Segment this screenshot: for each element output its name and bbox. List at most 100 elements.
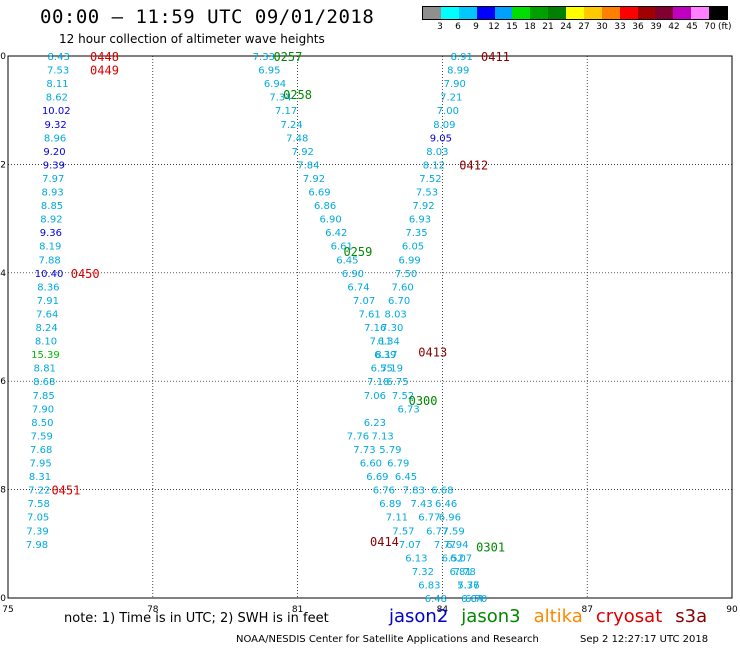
swh-value: 7.07 [399, 540, 421, 551]
swh-value: 6.73 [397, 404, 419, 415]
swh-value: 8.92 [40, 215, 62, 226]
footer-note: note: 1) Time is in UTC; 2) SWH is in fe… [64, 611, 329, 626]
swh-value: 7.19 [381, 364, 403, 375]
swh-value: 7.77 [434, 540, 456, 551]
swh-value: 6.77 [426, 526, 448, 537]
scale-swatch [583, 7, 602, 19]
swh-value: 7.58 [28, 499, 50, 510]
swh-value: 7.06 [364, 391, 386, 402]
scale-swatch [494, 7, 513, 19]
scale-swatch [476, 7, 495, 19]
lon-tick-label: 78 [147, 605, 159, 615]
swh-value: 7.53 [47, 66, 69, 77]
scale-tick-label: 6 [455, 22, 461, 32]
lat-tick-label: 22 [0, 160, 6, 170]
swh-value: 8.10 [35, 337, 57, 348]
scale-swatch [548, 7, 566, 19]
pass-number-label: 0448 [90, 50, 119, 64]
swh-value: 7.59 [442, 526, 464, 537]
lat-tick-label: 24 [0, 269, 6, 279]
swh-value: 6.39 [374, 350, 396, 361]
swh-value: 6.83 [418, 580, 440, 591]
scale-swatch [637, 7, 656, 19]
lat-tick-label: 28 [0, 486, 6, 496]
lat-tick-label: 20 [0, 52, 6, 62]
swh-value: 8.03 [426, 147, 448, 158]
swh-value: 9.39 [43, 160, 65, 171]
swh-value: 7.24 [281, 120, 303, 131]
swh-value: 7.97 [42, 174, 64, 185]
swh-value: 7.39 [26, 526, 48, 537]
swh-value: 5.76 [457, 580, 479, 591]
swh-value: 6.61 [331, 242, 353, 253]
swh-value: 6.76 [373, 486, 395, 497]
scale-tick-label: 70 [704, 22, 716, 32]
swh-value: 8.62 [46, 93, 68, 104]
scale-tick-label: 21 [542, 22, 554, 32]
scale-tick-label: 27 [578, 22, 590, 32]
footer-credit: NOAA/NESDIS Center for Satellite Applica… [236, 634, 539, 645]
scale-tick-label: 36 [632, 22, 644, 32]
swh-value: 7.32 [412, 567, 434, 578]
swh-value: 8.19 [39, 242, 61, 253]
swh-value: 7.78 [454, 567, 476, 578]
swh-value: 6.46 [435, 499, 457, 510]
scale-swatch [512, 7, 531, 19]
swh-value: 7.98 [26, 540, 48, 551]
swh-value: 7.21 [440, 93, 462, 104]
swh-value: 8.24 [35, 323, 57, 334]
swh-value: 8.12 [423, 160, 445, 171]
swh-value: 8.68 [33, 377, 55, 388]
pass-number-label: 0413 [418, 345, 447, 359]
swh-value: 8.96 [44, 133, 66, 144]
swh-value: 6.95 [258, 66, 280, 77]
swh-value: 7.60 [391, 282, 413, 293]
swh-value: 6.86 [314, 201, 336, 212]
lon-tick-label: 84 [437, 605, 449, 615]
scale-tick-label: 12 [488, 22, 500, 32]
scale-swatch [458, 7, 477, 19]
swh-value: 6.79 [387, 459, 409, 470]
pass-number-label: 0412 [459, 158, 488, 172]
swh-value: 6.70 [388, 296, 410, 307]
legend-jason2: jason2 [389, 606, 449, 627]
swh-value: 8.31 [29, 472, 51, 483]
swh-value: 8.50 [31, 418, 53, 429]
swh-value: 6.93 [409, 215, 431, 226]
swh-value: 7.35 [405, 228, 427, 239]
swh-value: 6.96 [439, 513, 461, 524]
scale-unit-label: (ft) [718, 22, 732, 32]
scale-swatch [566, 7, 584, 19]
swh-value: 6.55 [371, 364, 393, 375]
swh-value: 7.00 [437, 106, 459, 117]
legend-altika: altika [533, 606, 583, 627]
swh-value: 7.68 [30, 445, 52, 456]
swh-value: 6.77 [418, 513, 440, 524]
swh-value: 6.81 [449, 567, 471, 578]
scale-tick-label: 3 [437, 22, 443, 32]
swh-value: 8.85 [41, 201, 63, 212]
scale-swatch [655, 7, 674, 19]
satellite-legend: jason2 jason3 altika cryosat s3a [389, 606, 720, 627]
scale-tick-label: 30 [596, 22, 608, 32]
swh-value: 7.50 [395, 269, 417, 280]
swh-value: 7.88 [38, 255, 60, 266]
pass-number-label: 0258 [283, 88, 312, 102]
scale-tick-label: 9 [473, 22, 479, 32]
scale-tick-label: 33 [614, 22, 626, 32]
swh-value: 7.92 [292, 147, 314, 158]
scale-tick-label: 18 [524, 22, 536, 32]
swh-value: 6.89 [379, 499, 401, 510]
swh-value: 7.30 [381, 323, 403, 334]
swh-value: 8.93 [42, 188, 64, 199]
pass-number-label: 0449 [90, 64, 119, 78]
swh-value: 6.75 [386, 377, 408, 388]
scale-tick-label: 24 [560, 22, 572, 32]
swh-value: 6.45 [336, 255, 358, 266]
swh-value: 7.33 [253, 52, 275, 63]
lat-tick-label: 30 [0, 594, 6, 604]
color-scale-bar [422, 6, 728, 20]
swh-value: 7.34 [269, 93, 291, 104]
pass-number-label: 0257 [273, 50, 302, 64]
swh-value: 7.18 [367, 377, 389, 388]
